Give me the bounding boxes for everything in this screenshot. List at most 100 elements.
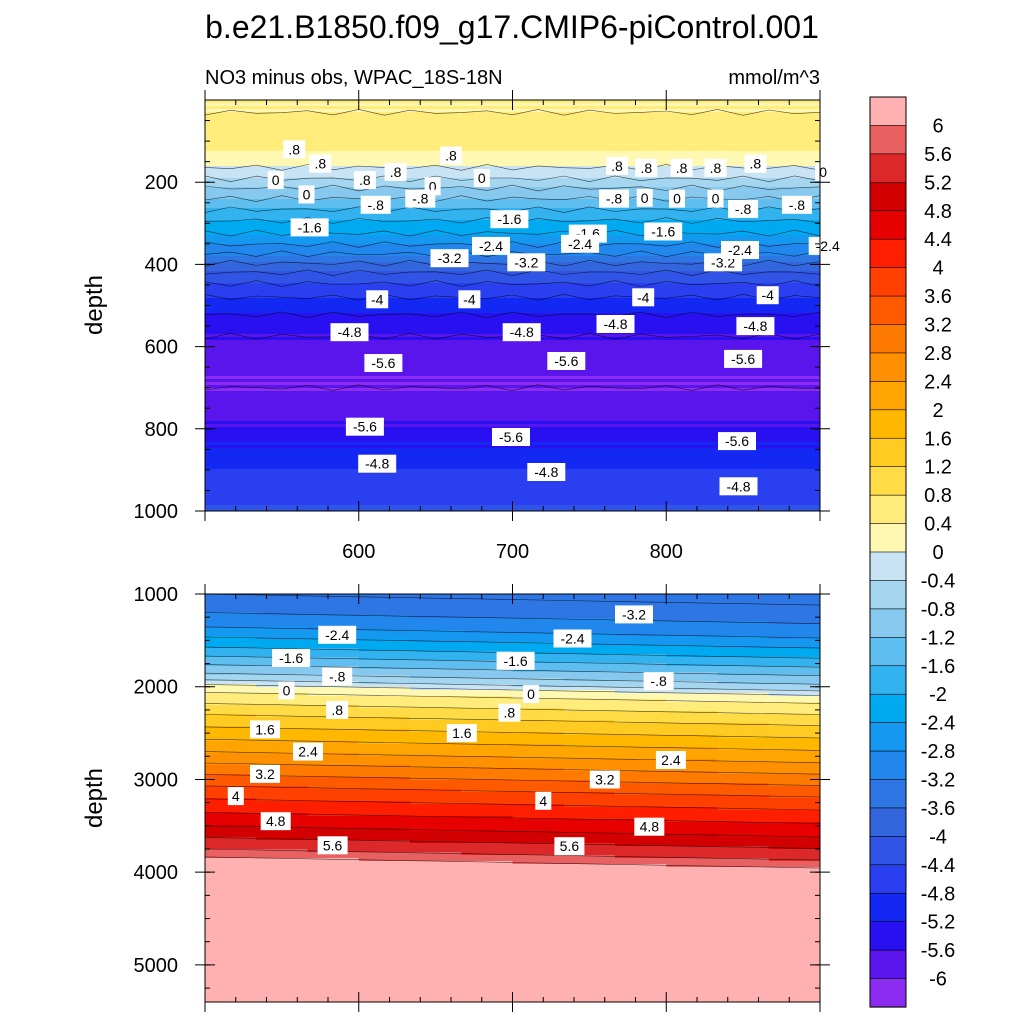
contour-band bbox=[358, 939, 411, 943]
contour-band bbox=[615, 759, 667, 763]
contour-band bbox=[358, 627, 411, 631]
contour-band bbox=[358, 732, 411, 736]
contour-band bbox=[615, 726, 667, 730]
contour-band bbox=[256, 855, 309, 859]
y-tick-label: 200 bbox=[145, 172, 178, 194]
contour-band bbox=[256, 606, 309, 610]
contour-band bbox=[358, 621, 411, 625]
contour-band bbox=[205, 382, 820, 386]
contour-band bbox=[768, 990, 820, 994]
contour-band bbox=[512, 774, 565, 778]
contour-band bbox=[512, 597, 565, 601]
contour-band bbox=[205, 918, 257, 922]
contour-band bbox=[307, 888, 360, 892]
contour-band bbox=[768, 810, 820, 814]
contour-band bbox=[563, 879, 616, 883]
contour-band bbox=[512, 705, 565, 709]
contour-band bbox=[461, 633, 514, 637]
contour-band bbox=[563, 984, 616, 988]
contour-band bbox=[512, 639, 565, 643]
contour-band bbox=[358, 762, 411, 766]
contour-band bbox=[205, 319, 820, 323]
contour-band bbox=[512, 900, 565, 904]
contour-band bbox=[410, 648, 462, 652]
contour-band bbox=[461, 807, 514, 811]
contour-band bbox=[512, 741, 565, 745]
contour-band bbox=[666, 741, 719, 745]
contour-band bbox=[358, 804, 411, 808]
contour-band bbox=[205, 370, 820, 374]
contour-band bbox=[461, 759, 514, 763]
contour-band bbox=[768, 618, 820, 622]
contour-band bbox=[205, 768, 257, 772]
contour-band bbox=[717, 888, 770, 892]
contour-band bbox=[205, 292, 820, 296]
contour-band bbox=[768, 834, 820, 838]
contour-band bbox=[615, 780, 667, 784]
contour-band bbox=[615, 957, 667, 961]
contour-band bbox=[410, 861, 462, 865]
contour-band bbox=[512, 945, 565, 949]
contour-band bbox=[768, 732, 820, 736]
contour-band bbox=[307, 624, 360, 628]
contour-band bbox=[307, 651, 360, 655]
contour-line bbox=[205, 311, 820, 319]
contour-band bbox=[205, 816, 257, 820]
contour-band bbox=[768, 723, 820, 727]
contour-band bbox=[512, 894, 565, 898]
contour-band bbox=[205, 397, 820, 401]
contour-band bbox=[256, 981, 309, 985]
contour-line bbox=[205, 612, 820, 624]
contour-band bbox=[307, 939, 360, 943]
contour-band bbox=[256, 831, 309, 835]
contour-band bbox=[666, 609, 719, 613]
contour-band bbox=[410, 903, 462, 907]
contour-band bbox=[205, 205, 820, 209]
units-label: mmol/m^3 bbox=[728, 67, 820, 89]
contour-band bbox=[768, 720, 820, 724]
contour-band bbox=[358, 615, 411, 619]
contour-band bbox=[410, 999, 462, 1002]
contour-band bbox=[768, 804, 820, 808]
contour-band bbox=[358, 921, 411, 925]
contour-band bbox=[666, 900, 719, 904]
contour-band bbox=[410, 774, 462, 778]
contour-band bbox=[717, 762, 770, 766]
contour-band bbox=[410, 735, 462, 739]
contour-band bbox=[615, 732, 667, 736]
contour-band bbox=[205, 927, 257, 931]
contour-band bbox=[563, 666, 616, 670]
contour-band bbox=[615, 630, 667, 634]
contour-band bbox=[615, 954, 667, 958]
contour-band bbox=[563, 993, 616, 997]
contour-label: 4 bbox=[535, 791, 552, 810]
contour-band bbox=[307, 861, 360, 865]
contour-band bbox=[512, 729, 565, 733]
colorbar-swatch bbox=[869, 864, 907, 894]
contour-band bbox=[717, 993, 770, 997]
contour-band bbox=[307, 876, 360, 880]
contour-band bbox=[768, 825, 820, 829]
contour-band bbox=[205, 894, 257, 898]
contour-label-text: 0 bbox=[478, 170, 486, 186]
contour-band bbox=[666, 843, 719, 847]
contour-band bbox=[205, 819, 257, 823]
contour-band bbox=[666, 729, 719, 733]
contour-band bbox=[461, 870, 514, 874]
contour-band bbox=[461, 693, 514, 697]
contour-band bbox=[358, 975, 411, 979]
contour-band bbox=[615, 927, 667, 931]
contour-band bbox=[461, 600, 514, 604]
contour-band bbox=[563, 903, 616, 907]
contour-band bbox=[307, 594, 360, 598]
contour-band bbox=[768, 684, 820, 688]
contour-band bbox=[512, 954, 565, 958]
contour-band bbox=[307, 906, 360, 910]
contour-band bbox=[666, 675, 719, 679]
contour-band bbox=[307, 654, 360, 658]
contour-band bbox=[666, 888, 719, 892]
contour-band bbox=[512, 762, 565, 766]
contour-band bbox=[512, 873, 565, 877]
contour-band bbox=[358, 759, 411, 763]
contour-band bbox=[461, 684, 514, 688]
